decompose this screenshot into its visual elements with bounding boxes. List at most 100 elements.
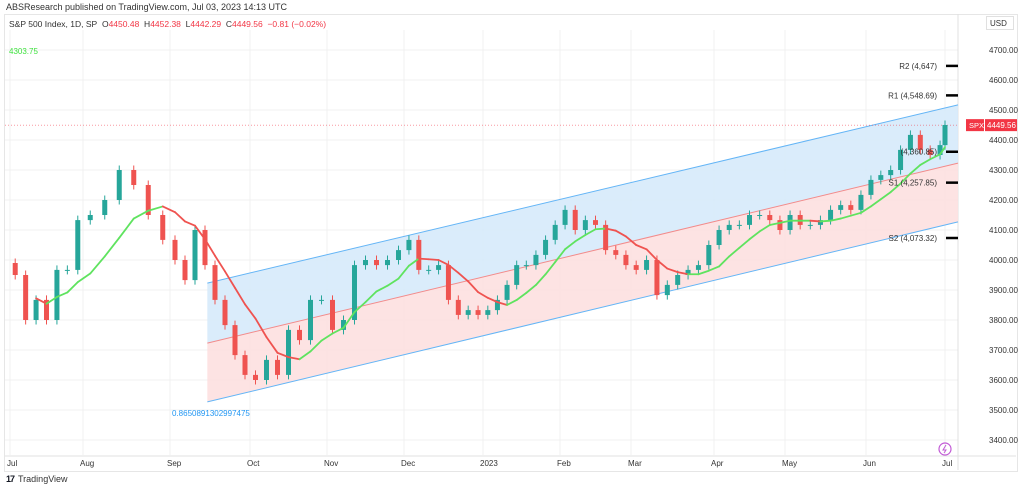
moving-average-segment: [525, 284, 537, 294]
candle-body: [603, 224, 609, 251]
candle-body: [330, 299, 335, 330]
moving-average-segment: [879, 191, 892, 201]
candle-body: [685, 269, 691, 275]
x-tick-label: Aug: [80, 459, 94, 468]
candle-body: [787, 215, 793, 230]
candle-body: [385, 260, 390, 266]
candle-body: [937, 145, 943, 155]
x-tick-label: Jul: [7, 459, 17, 468]
candle-body: [286, 329, 291, 375]
moving-average-segment: [899, 172, 912, 185]
candle-body: [212, 265, 218, 300]
candle-body: [465, 310, 471, 315]
moving-average-segment: [45, 296, 58, 305]
moving-average-segment: [174, 211, 186, 223]
candle-body: [319, 299, 324, 301]
moving-average-segment: [919, 158, 932, 166]
moving-average-segment: [353, 301, 367, 314]
y-tick-label: 4100.00: [989, 226, 1018, 235]
moving-average-segment: [939, 146, 946, 156]
candle-body: [868, 179, 874, 195]
candle-body: [445, 265, 451, 300]
moving-average-segment: [870, 198, 882, 208]
symbol-name[interactable]: S&P 500 Index, 1D, SP: [9, 19, 98, 29]
candle-body: [593, 220, 598, 225]
x-tick-label: Jun: [863, 459, 876, 468]
currency-button[interactable]: USD: [986, 16, 1014, 30]
candle-body: [436, 265, 442, 270]
candle-body: [145, 185, 151, 215]
candle-body: [504, 284, 510, 300]
channel-lower-fill: [207, 163, 959, 402]
moving-average-segment: [697, 269, 710, 276]
moving-average-segment: [184, 220, 196, 227]
pivot-level-label: (4,360.85): [901, 148, 938, 157]
moving-average-segment: [718, 255, 731, 268]
candle-body: [736, 224, 742, 226]
close-label: C: [225, 19, 232, 29]
moving-average-segment: [147, 205, 164, 212]
channel-lower-line: [207, 221, 959, 403]
footer-brand[interactable]: TradingView: [18, 474, 68, 484]
moving-average-segment: [614, 229, 627, 238]
candle-body: [898, 149, 904, 170]
candle-body: [297, 329, 302, 341]
candle-body: [562, 209, 568, 225]
candle-body: [416, 239, 422, 270]
channel-upper-line: [207, 104, 959, 284]
moving-average-segment: [506, 299, 518, 306]
candle-body: [374, 260, 379, 266]
moving-average-segment: [486, 296, 499, 304]
moving-average-segment: [194, 224, 206, 241]
y-tick-label: 4300.00: [989, 166, 1018, 175]
candle-body: [87, 215, 93, 221]
candle-body: [613, 250, 619, 255]
x-tick-label: May: [782, 459, 797, 468]
candle-body: [102, 200, 108, 215]
symbol-tag-bg: [966, 119, 984, 132]
moving-average-segment: [397, 264, 410, 280]
x-tick-label: Jul: [942, 459, 952, 468]
moving-average-segment: [66, 281, 79, 294]
channel-annotation: 0.8650891302997475: [172, 409, 250, 418]
moving-average-segment: [676, 271, 689, 276]
moving-average-segment: [839, 214, 852, 220]
candle-body: [942, 125, 948, 146]
moving-average-segment: [889, 182, 902, 194]
moving-average-segment: [244, 303, 257, 320]
moving-average-segment: [544, 261, 557, 276]
lightning-icon: [938, 442, 952, 456]
candle-body: [485, 310, 491, 315]
x-tick-label: Mar: [628, 459, 642, 468]
y-tick-label: 3800.00: [989, 316, 1018, 325]
y-tick-label: 4000.00: [989, 256, 1018, 265]
candle-body: [514, 265, 520, 285]
moving-average-segment: [276, 351, 290, 359]
moving-average-segment: [234, 286, 246, 306]
moving-average-segment: [89, 255, 106, 275]
candle-body: [695, 265, 701, 270]
candle-body: [582, 220, 588, 230]
moving-average-segment: [265, 336, 279, 354]
tradingview-logo-icon: 17: [6, 474, 15, 484]
moving-average-segment: [320, 332, 334, 342]
low-value: 4442.29: [190, 19, 222, 29]
channel-upper-fill: [207, 104, 959, 344]
moving-average-segment: [298, 350, 312, 361]
moving-average-segment: [554, 248, 566, 264]
moving-average-segment: [309, 339, 323, 353]
moving-average-segment: [604, 227, 617, 232]
y-tick-label: 3500.00: [989, 406, 1018, 415]
moving-average-segment: [809, 219, 822, 223]
moving-average-segment: [574, 234, 587, 243]
candle-body: [917, 134, 923, 150]
candle-body: [23, 275, 29, 320]
moving-average-segment: [224, 270, 236, 289]
candle-body: [747, 215, 752, 225]
candle-body: [716, 230, 722, 245]
moving-average-segment: [738, 238, 751, 249]
publisher-line: ABSResearch published on TradingView.com…: [6, 2, 287, 12]
moving-average-segment: [76, 272, 92, 284]
candle-body: [396, 250, 401, 260]
